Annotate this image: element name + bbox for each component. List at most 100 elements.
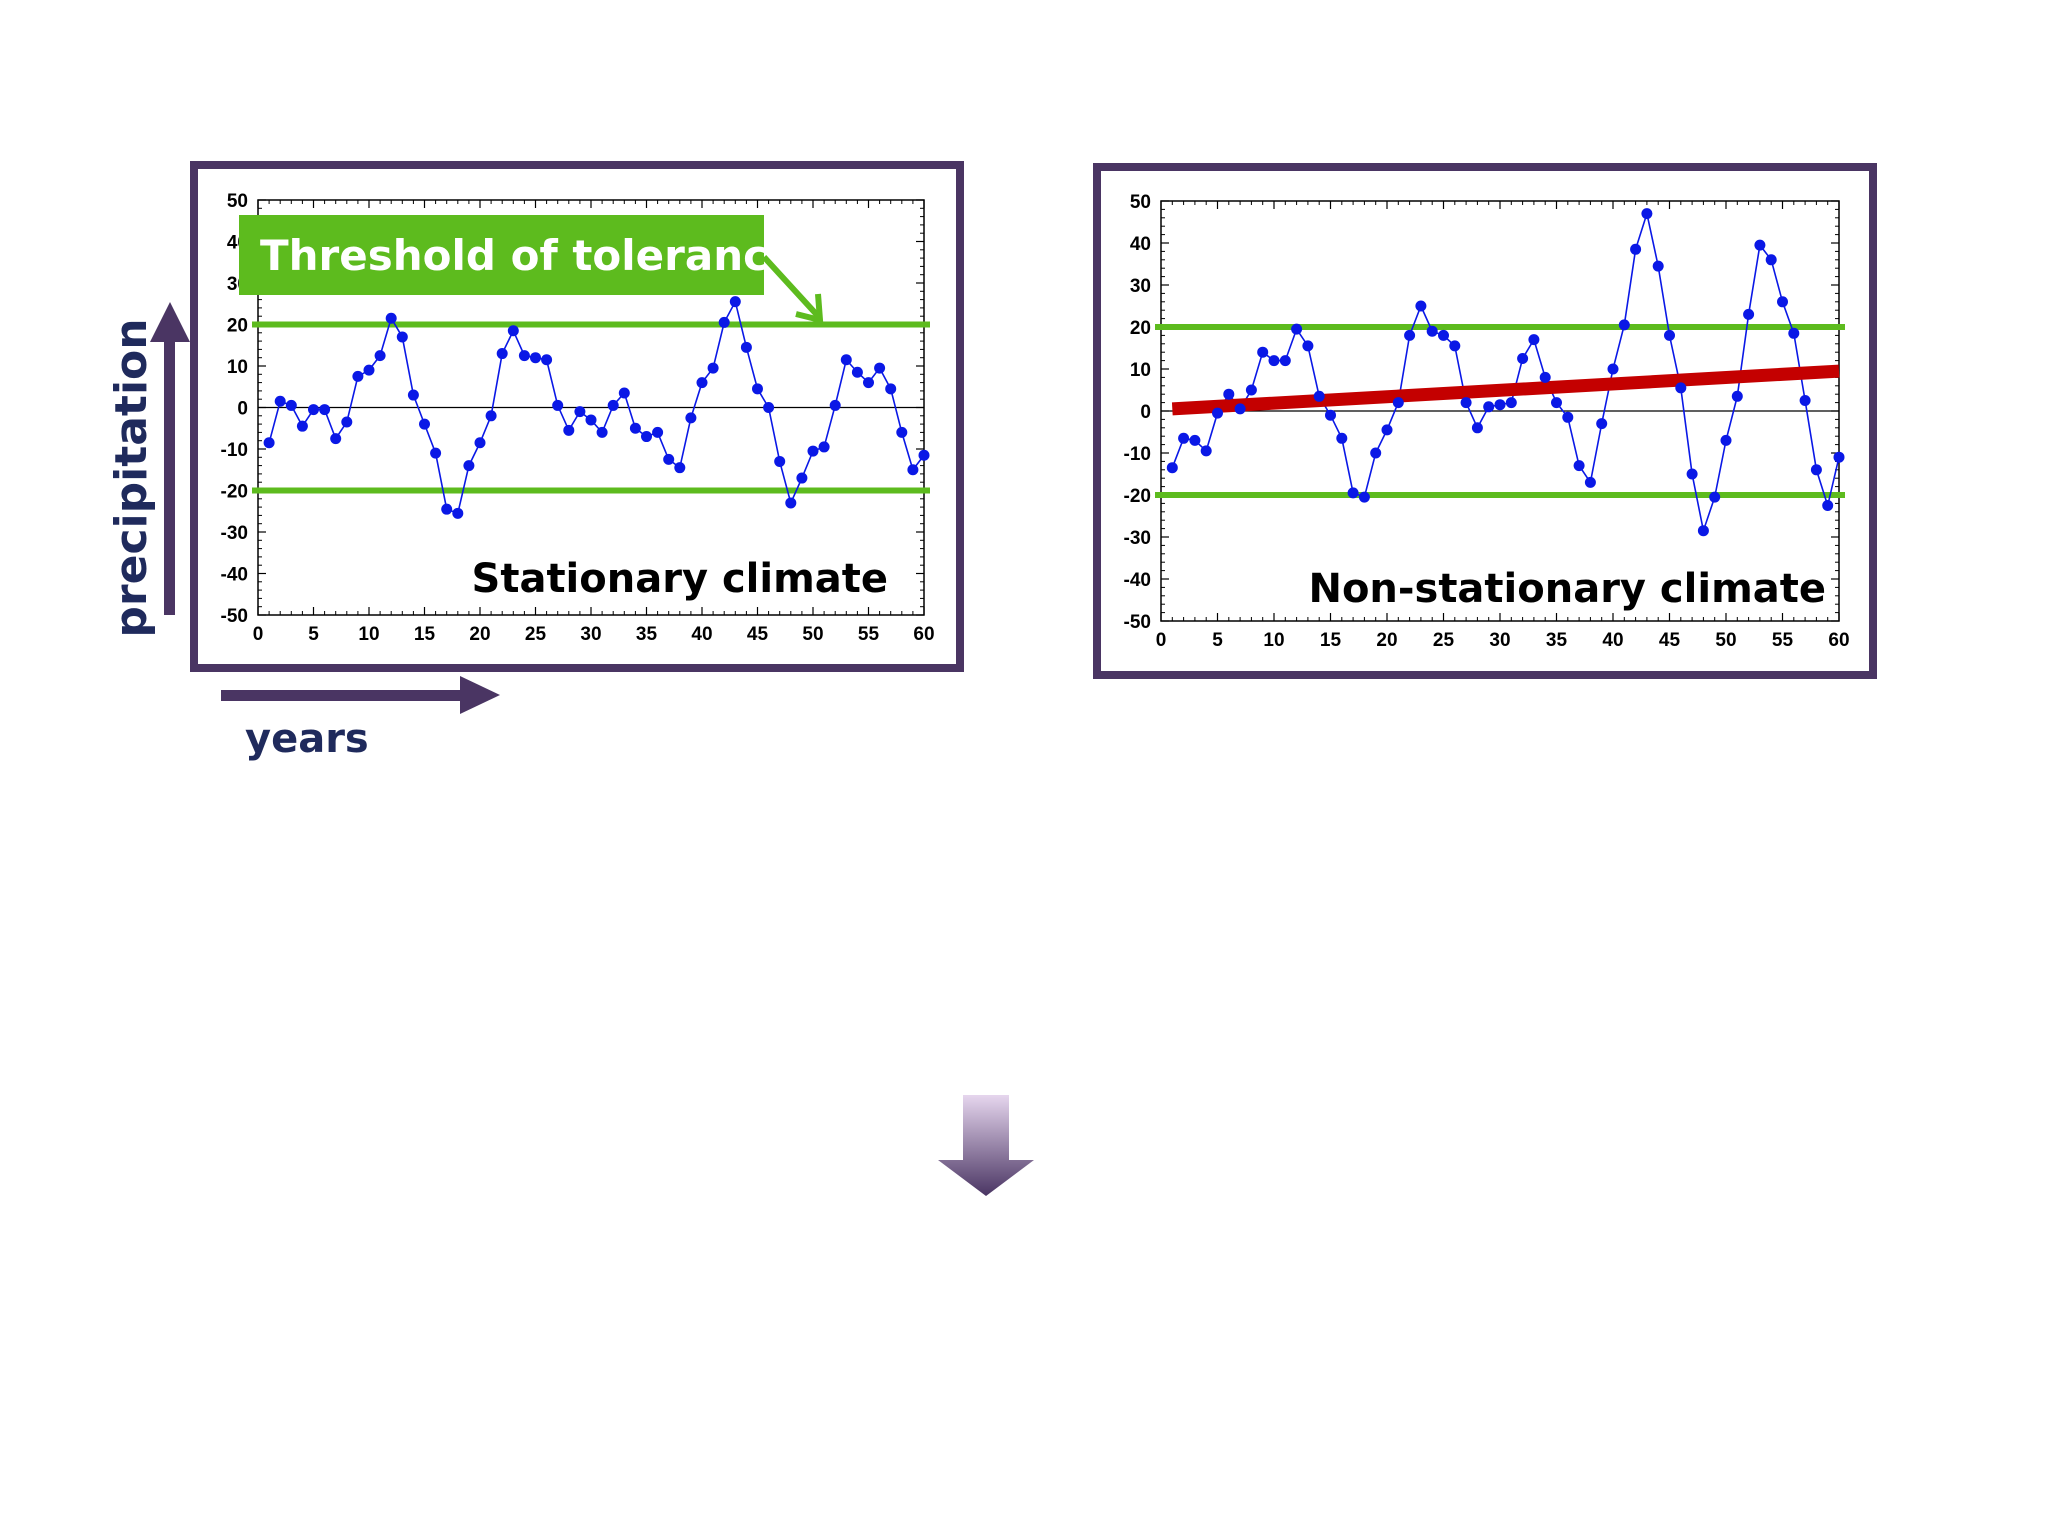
non-stationary-data-point <box>1720 434 1732 446</box>
non-stationary-chart-title: Non-stationary climate <box>1308 566 1826 612</box>
non-stationary-data-point <box>1347 487 1359 499</box>
non-stationary-data-point <box>1743 308 1755 320</box>
stationary-data-point <box>596 426 608 438</box>
stationary-data-point <box>385 312 397 324</box>
non-stationary-data-point <box>1483 401 1495 413</box>
non-stationary-y-tick-label: 0 <box>1140 402 1151 423</box>
non-stationary-data-point <box>1799 395 1811 406</box>
stationary-y-tick-label: 0 <box>237 399 248 420</box>
stationary-data-point <box>829 399 841 411</box>
stationary-x-tick-label: 15 <box>414 624 436 645</box>
non-stationary-data-point <box>1392 397 1404 409</box>
non-stationary-data-point <box>1788 327 1800 339</box>
stationary-data-point <box>785 497 797 509</box>
stationary-x-tick-label: 35 <box>636 624 658 645</box>
stationary-x-tick-label: 20 <box>469 624 490 645</box>
non-stationary-data-point <box>1189 434 1201 446</box>
stationary-data-point <box>463 460 475 472</box>
stationary-data-point <box>485 410 497 422</box>
stationary-x-tick-label: 10 <box>358 624 379 645</box>
non-stationary-y-tick-label: -50 <box>1124 612 1151 633</box>
threshold-callout-arrow <box>761 254 821 319</box>
non-stationary-y-tick-label: 10 <box>1130 360 1151 381</box>
stationary-data-point <box>752 383 763 395</box>
non-stationary-data-point <box>1268 355 1280 367</box>
non-stationary-data-point <box>1709 491 1721 503</box>
stationary-x-tick-label: 50 <box>802 624 823 645</box>
non-stationary-x-tick-label: 0 <box>1156 630 1167 651</box>
stationary-data-point <box>763 402 775 413</box>
non-stationary-y-tick-label: -30 <box>1124 528 1151 549</box>
stationary-data-point <box>374 350 386 362</box>
non-stationary-y-tick-label: -10 <box>1124 444 1151 465</box>
non-stationary-data-point <box>1325 409 1336 421</box>
threshold-callout-label: Threshold of tolerance <box>260 231 796 280</box>
stationary-data-point <box>774 455 786 467</box>
non-stationary-data-point <box>1596 418 1608 430</box>
non-stationary-data-point <box>1528 334 1540 346</box>
non-stationary-data-point <box>1302 340 1314 352</box>
stationary-data-point <box>407 389 419 401</box>
threshold-callout-arrowhead <box>795 293 824 324</box>
non-stationary-data-point <box>1178 432 1190 444</box>
stationary-data-point <box>585 414 597 426</box>
stationary-data-point <box>729 296 741 308</box>
stationary-data-point <box>574 406 586 418</box>
stationary-x-tick-label: 30 <box>580 624 601 645</box>
non-stationary-data-point <box>1539 371 1551 383</box>
stationary-data-point <box>907 464 919 476</box>
stationary-data-point <box>641 431 652 443</box>
non-stationary-data-point <box>1415 300 1427 312</box>
stationary-data-point <box>740 341 752 353</box>
non-stationary-data-point <box>1833 451 1845 463</box>
stationary-data-point <box>918 449 930 461</box>
non-stationary-data-point <box>1460 397 1472 409</box>
non-stationary-x-tick-label: 10 <box>1263 630 1284 651</box>
stationary-x-tick-label: 25 <box>525 624 547 645</box>
stationary-data-point <box>419 418 430 430</box>
non-stationary-y-tick-label: 20 <box>1130 318 1151 339</box>
non-stationary-x-tick-label: 25 <box>1433 630 1455 651</box>
stationary-data-point <box>341 416 353 428</box>
non-stationary-data-point <box>1641 208 1653 220</box>
non-stationary-x-tick-label: 15 <box>1320 630 1342 651</box>
stationary-y-tick-label: 10 <box>227 357 248 378</box>
down-arrow-icon <box>938 1095 1034 1196</box>
stationary-data-point <box>896 426 908 438</box>
non-stationary-data-point <box>1754 239 1766 251</box>
non-stationary-x-tick-label: 45 <box>1659 630 1681 651</box>
non-stationary-data-point <box>1426 325 1438 337</box>
stationary-data-point <box>452 507 464 519</box>
non-stationary-data-point <box>1234 403 1246 415</box>
non-stationary-y-tick-label: 30 <box>1130 276 1151 297</box>
stationary-x-tick-label: 0 <box>253 624 264 645</box>
stationary-data-point <box>674 462 686 474</box>
non-stationary-data-point <box>1652 260 1664 272</box>
non-stationary-data-point <box>1291 323 1303 335</box>
stationary-data-point <box>319 404 331 416</box>
non-stationary-data-point <box>1471 422 1483 434</box>
non-stationary-x-tick-label: 20 <box>1376 630 1397 651</box>
non-stationary-data-point <box>1404 329 1416 341</box>
non-stationary-data-point <box>1607 363 1619 375</box>
x-axis-hint-arrowhead <box>460 676 500 714</box>
stationary-data-point <box>296 420 308 432</box>
non-stationary-data-point <box>1245 384 1257 396</box>
non-stationary-data-point <box>1562 411 1574 423</box>
non-stationary-data-point <box>1505 397 1517 409</box>
stationary-y-tick-label: -30 <box>221 523 248 544</box>
non-stationary-y-tick-label: 40 <box>1130 234 1151 255</box>
stationary-data-point <box>507 325 519 337</box>
non-stationary-data-point <box>1336 432 1348 444</box>
non-stationary-data-point <box>1731 390 1743 402</box>
stationary-data-point <box>818 441 830 453</box>
stationary-data-point <box>274 395 286 407</box>
non-stationary-data-point <box>1223 388 1235 400</box>
stationary-data-point <box>541 354 553 366</box>
non-stationary-y-tick-label: -20 <box>1124 486 1151 507</box>
y-axis-hint-arrow-shaft <box>164 340 175 615</box>
stationary-data-point <box>863 377 874 389</box>
non-stationary-data-point <box>1765 254 1777 266</box>
stationary-data-point <box>885 383 897 395</box>
stationary-data-point <box>330 433 342 445</box>
